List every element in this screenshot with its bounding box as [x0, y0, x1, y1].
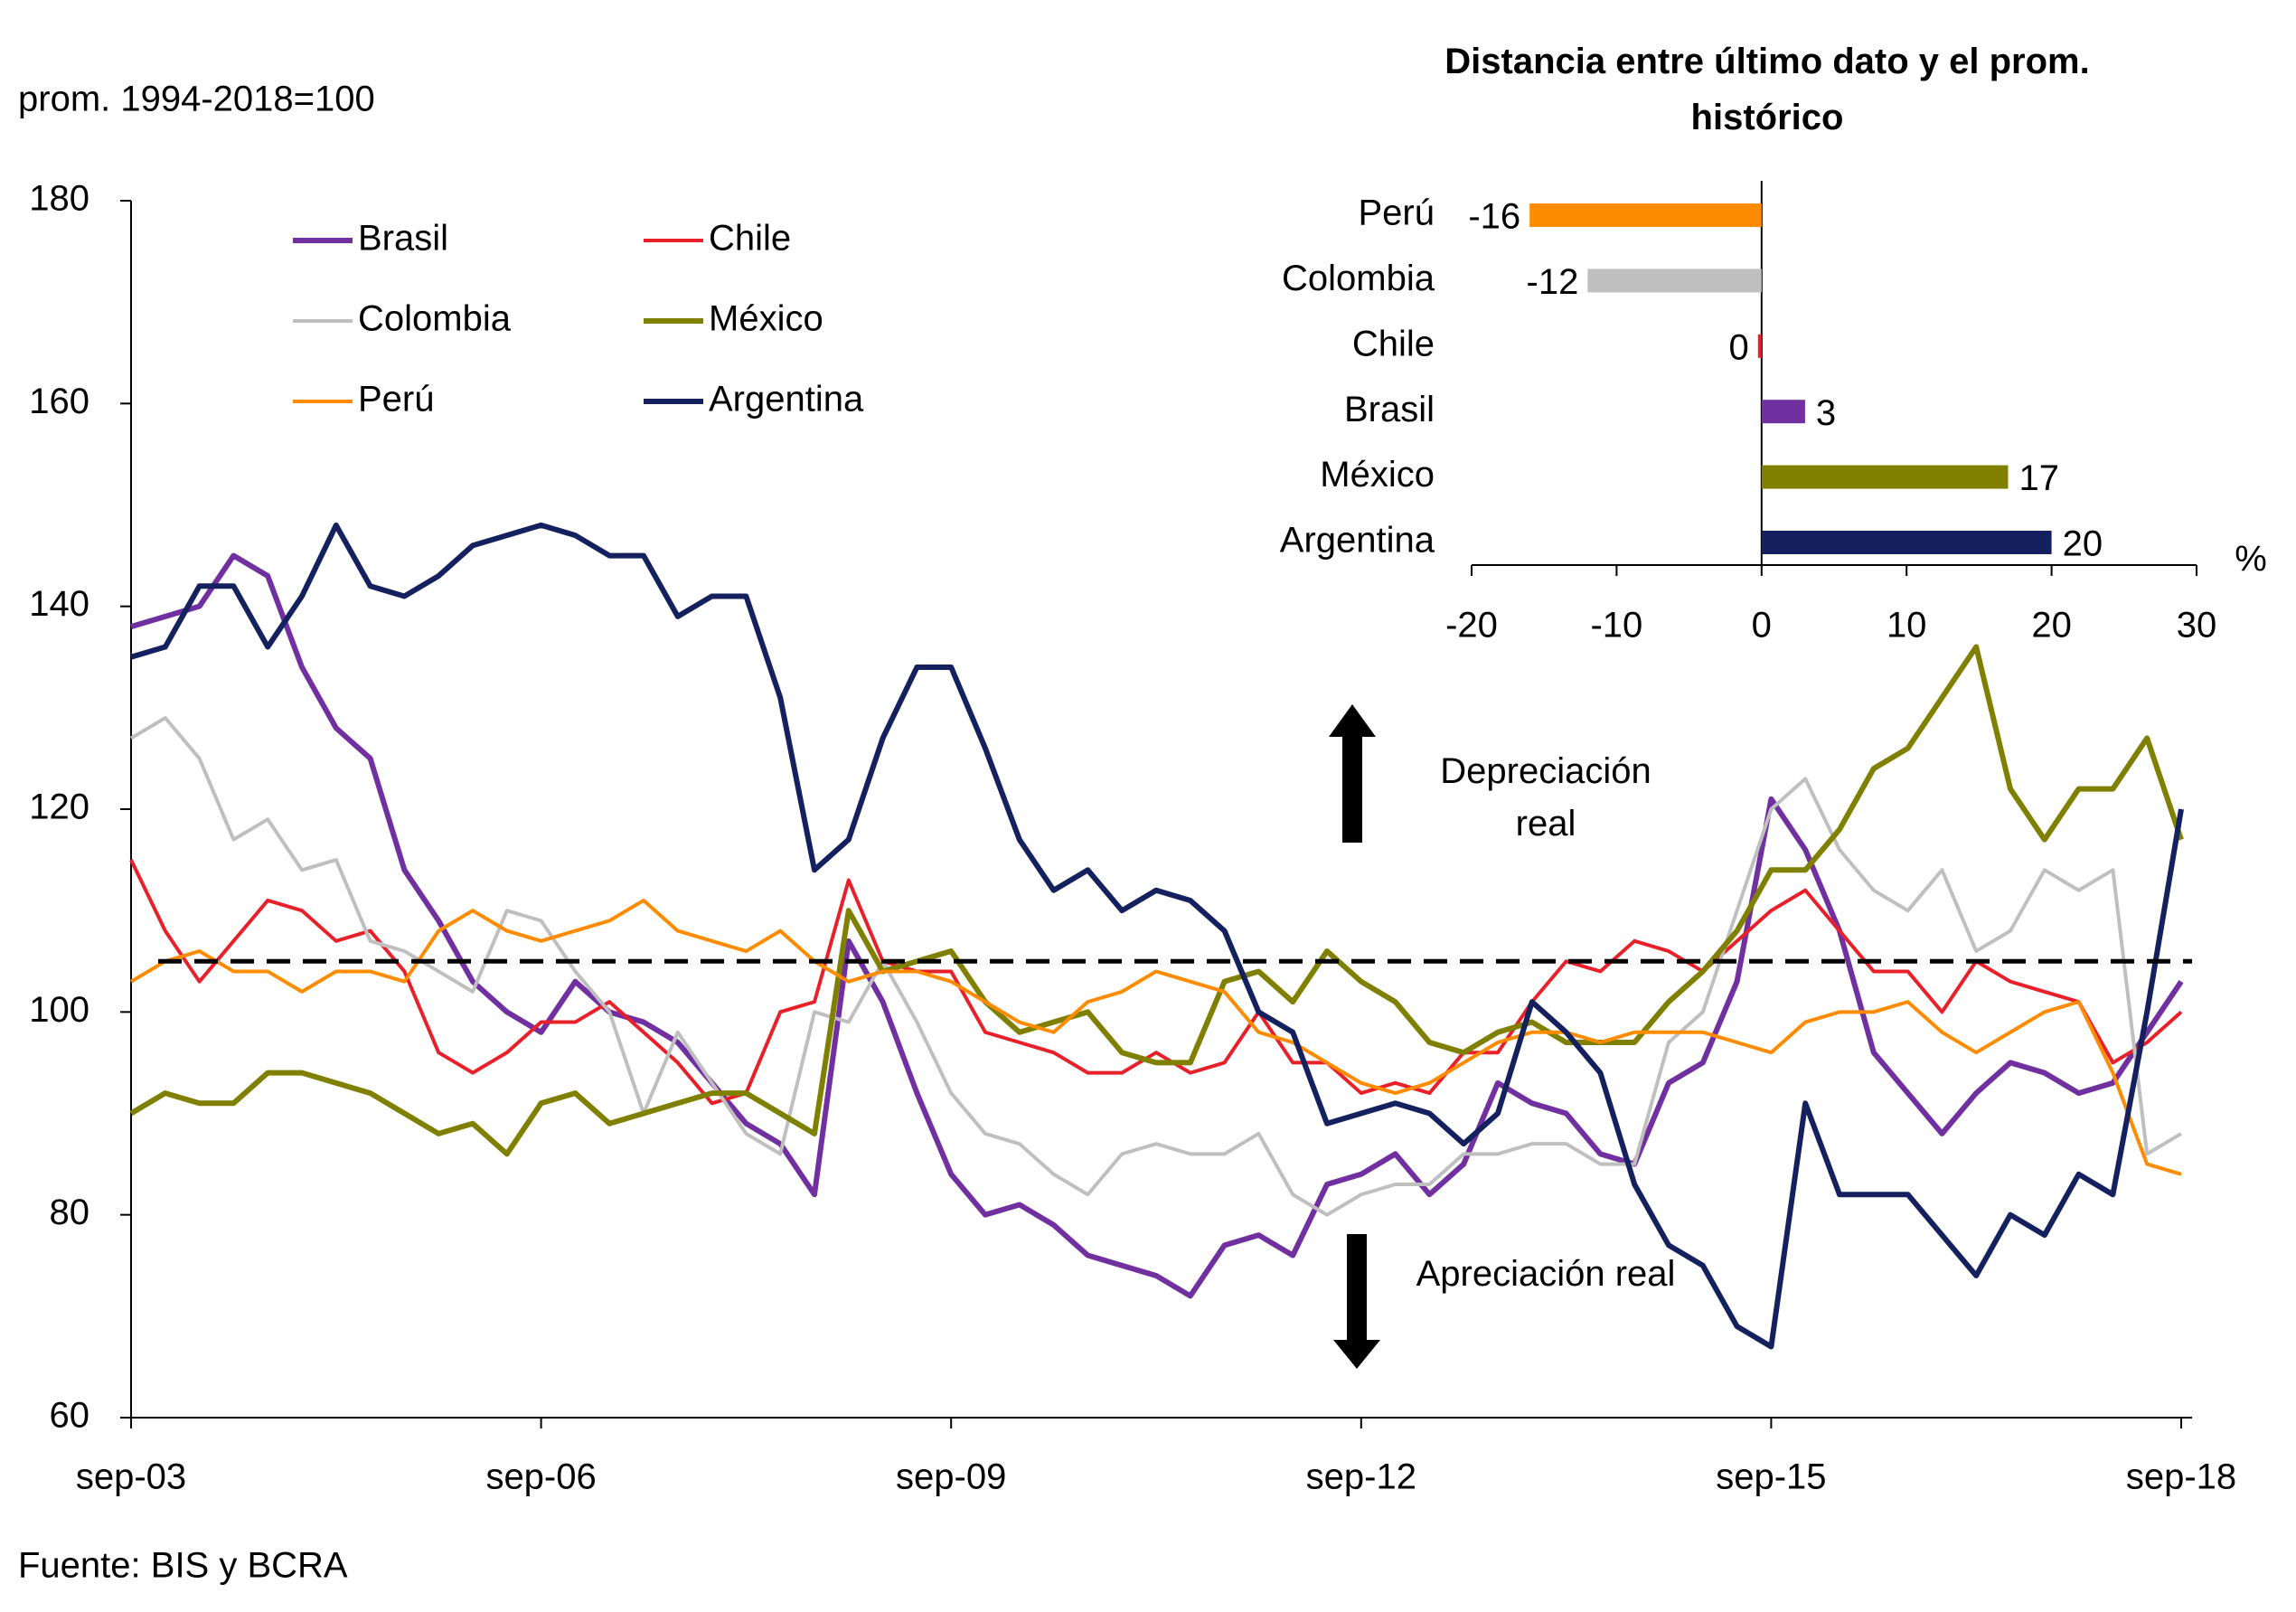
bar [1587, 269, 1762, 293]
legend-label: Brasil [358, 219, 448, 259]
arrow-shaft [1347, 1234, 1367, 1340]
y-tick-label: 180 [29, 179, 89, 219]
x-tick-label: sep-06 [485, 1457, 596, 1497]
y-tick-label: 120 [29, 787, 89, 827]
arrow-head [1333, 1340, 1380, 1369]
arrow-down [1333, 1234, 1380, 1369]
value-label: 20 [2063, 524, 2103, 564]
legend-label: Perú [358, 380, 435, 419]
inset-x-tick-label: -10 [1590, 606, 1642, 646]
bar [1761, 465, 2009, 489]
value-label: -12 [1527, 262, 1579, 302]
series-line [129, 898, 2182, 1176]
subtitle: prom. 1994-2018=100 [18, 80, 375, 119]
x-tick-label: sep-03 [76, 1457, 186, 1497]
inset-category-label: Brasil [1344, 390, 1435, 429]
inset-category-label: Argentina [1280, 521, 1435, 561]
y-tick-label: 140 [29, 584, 89, 624]
series-line [130, 522, 2184, 1350]
y-tick-label: 60 [50, 1396, 90, 1436]
series-line [129, 716, 2183, 1217]
x-tick-label: sep-12 [1306, 1457, 1416, 1497]
inset-x-tick-label: 0 [1752, 606, 1772, 646]
arrow-up [1329, 704, 1376, 843]
annotation: Depreciación real [1440, 751, 1651, 844]
legend-label: Argentina [709, 380, 864, 419]
x-tick-label: sep-09 [896, 1457, 1006, 1497]
inset-x-tick-label: 20 [2031, 606, 2072, 646]
legend-label: Chile [709, 219, 791, 259]
bar [1761, 400, 1805, 424]
bar [1757, 334, 1762, 358]
y-tick-label: 80 [50, 1193, 90, 1232]
y-tick-label: 160 [29, 382, 89, 421]
value-label: 0 [1729, 327, 1749, 367]
inset-x-tick-label: 10 [1887, 606, 1927, 646]
inset-category-label: México [1320, 455, 1435, 495]
bar [1761, 531, 2052, 554]
arrow-shaft [1342, 737, 1362, 843]
y-tick-label: 100 [29, 990, 89, 1030]
value-label: 17 [2018, 458, 2059, 498]
inset-category-label: Colombia [1282, 259, 1435, 298]
series-line [129, 859, 2183, 1106]
inset-x-label: % [2235, 540, 2267, 580]
x-tick-label: sep-15 [1716, 1457, 1826, 1497]
legend-label: México [709, 299, 823, 339]
value-label: 3 [1816, 393, 1836, 433]
series-line [130, 552, 2184, 1299]
arrow-head [1329, 704, 1376, 737]
inset-title: Distancia entre último dato y el prom. h… [1444, 42, 2090, 137]
x-tick-label: sep-18 [2126, 1457, 2236, 1497]
source: Fuente: BIS y BCRA [18, 1546, 348, 1586]
annotation: Apreciación real [1416, 1254, 1676, 1294]
inset-x-tick-label: 30 [2177, 606, 2217, 646]
inset-x-tick-label: -20 [1445, 606, 1498, 646]
legend-label: Colombia [358, 299, 512, 339]
inset-category-label: Chile [1352, 324, 1435, 363]
value-label: -16 [1468, 197, 1520, 237]
bar [1529, 203, 1762, 227]
inset-category-label: Perú [1359, 193, 1435, 233]
series-line [129, 644, 2184, 1157]
